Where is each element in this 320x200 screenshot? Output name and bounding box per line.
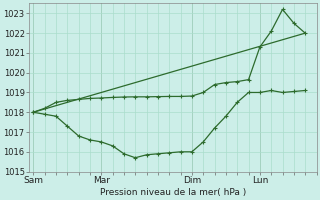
X-axis label: Pression niveau de la mer( hPa ): Pression niveau de la mer( hPa ) xyxy=(100,188,246,197)
